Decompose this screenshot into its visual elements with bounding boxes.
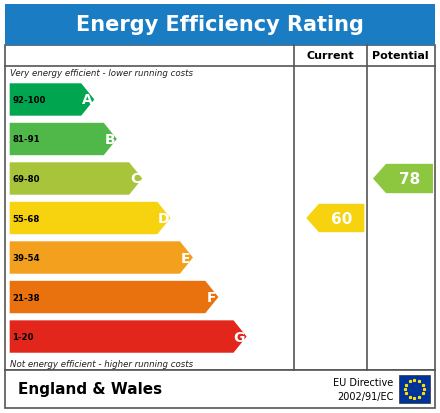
Polygon shape [10, 163, 142, 195]
Bar [5, 5, 435, 45]
Polygon shape [306, 204, 364, 233]
Text: Current: Current [306, 51, 354, 61]
Text: E: E [181, 251, 191, 265]
Text: 39-54: 39-54 [12, 254, 40, 262]
Polygon shape [10, 202, 170, 235]
Text: 21-38: 21-38 [12, 293, 40, 302]
Polygon shape [10, 84, 94, 116]
Polygon shape [10, 242, 193, 274]
Text: Very energy efficient - lower running costs: Very energy efficient - lower running co… [10, 69, 193, 78]
Text: 81-91: 81-91 [12, 135, 40, 144]
Text: 60: 60 [331, 211, 352, 226]
Text: Not energy efficient - higher running costs: Not energy efficient - higher running co… [10, 359, 193, 368]
Text: 69-80: 69-80 [12, 175, 40, 183]
Polygon shape [10, 123, 117, 156]
Polygon shape [10, 281, 218, 313]
Text: Potential: Potential [372, 51, 429, 61]
Text: F: F [206, 290, 216, 304]
Text: 1-20: 1-20 [12, 332, 34, 341]
Text: C: C [130, 172, 140, 186]
Bar [5, 370, 435, 408]
Text: 55-68: 55-68 [12, 214, 40, 223]
Text: A: A [82, 93, 92, 107]
Polygon shape [373, 164, 433, 194]
Polygon shape [10, 320, 246, 353]
Text: 2002/91/EC: 2002/91/EC [337, 391, 393, 401]
Text: 78: 78 [399, 171, 420, 187]
Text: England & Wales: England & Wales [18, 382, 163, 396]
Text: EU Directive: EU Directive [333, 377, 393, 387]
Text: 92-100: 92-100 [12, 96, 46, 105]
Bar [399, 375, 430, 403]
Text: B: B [104, 133, 115, 147]
Text: Energy Efficiency Rating: Energy Efficiency Rating [76, 15, 364, 35]
Text: D: D [158, 211, 169, 225]
Text: G: G [234, 330, 245, 344]
Bar [5, 45, 435, 370]
